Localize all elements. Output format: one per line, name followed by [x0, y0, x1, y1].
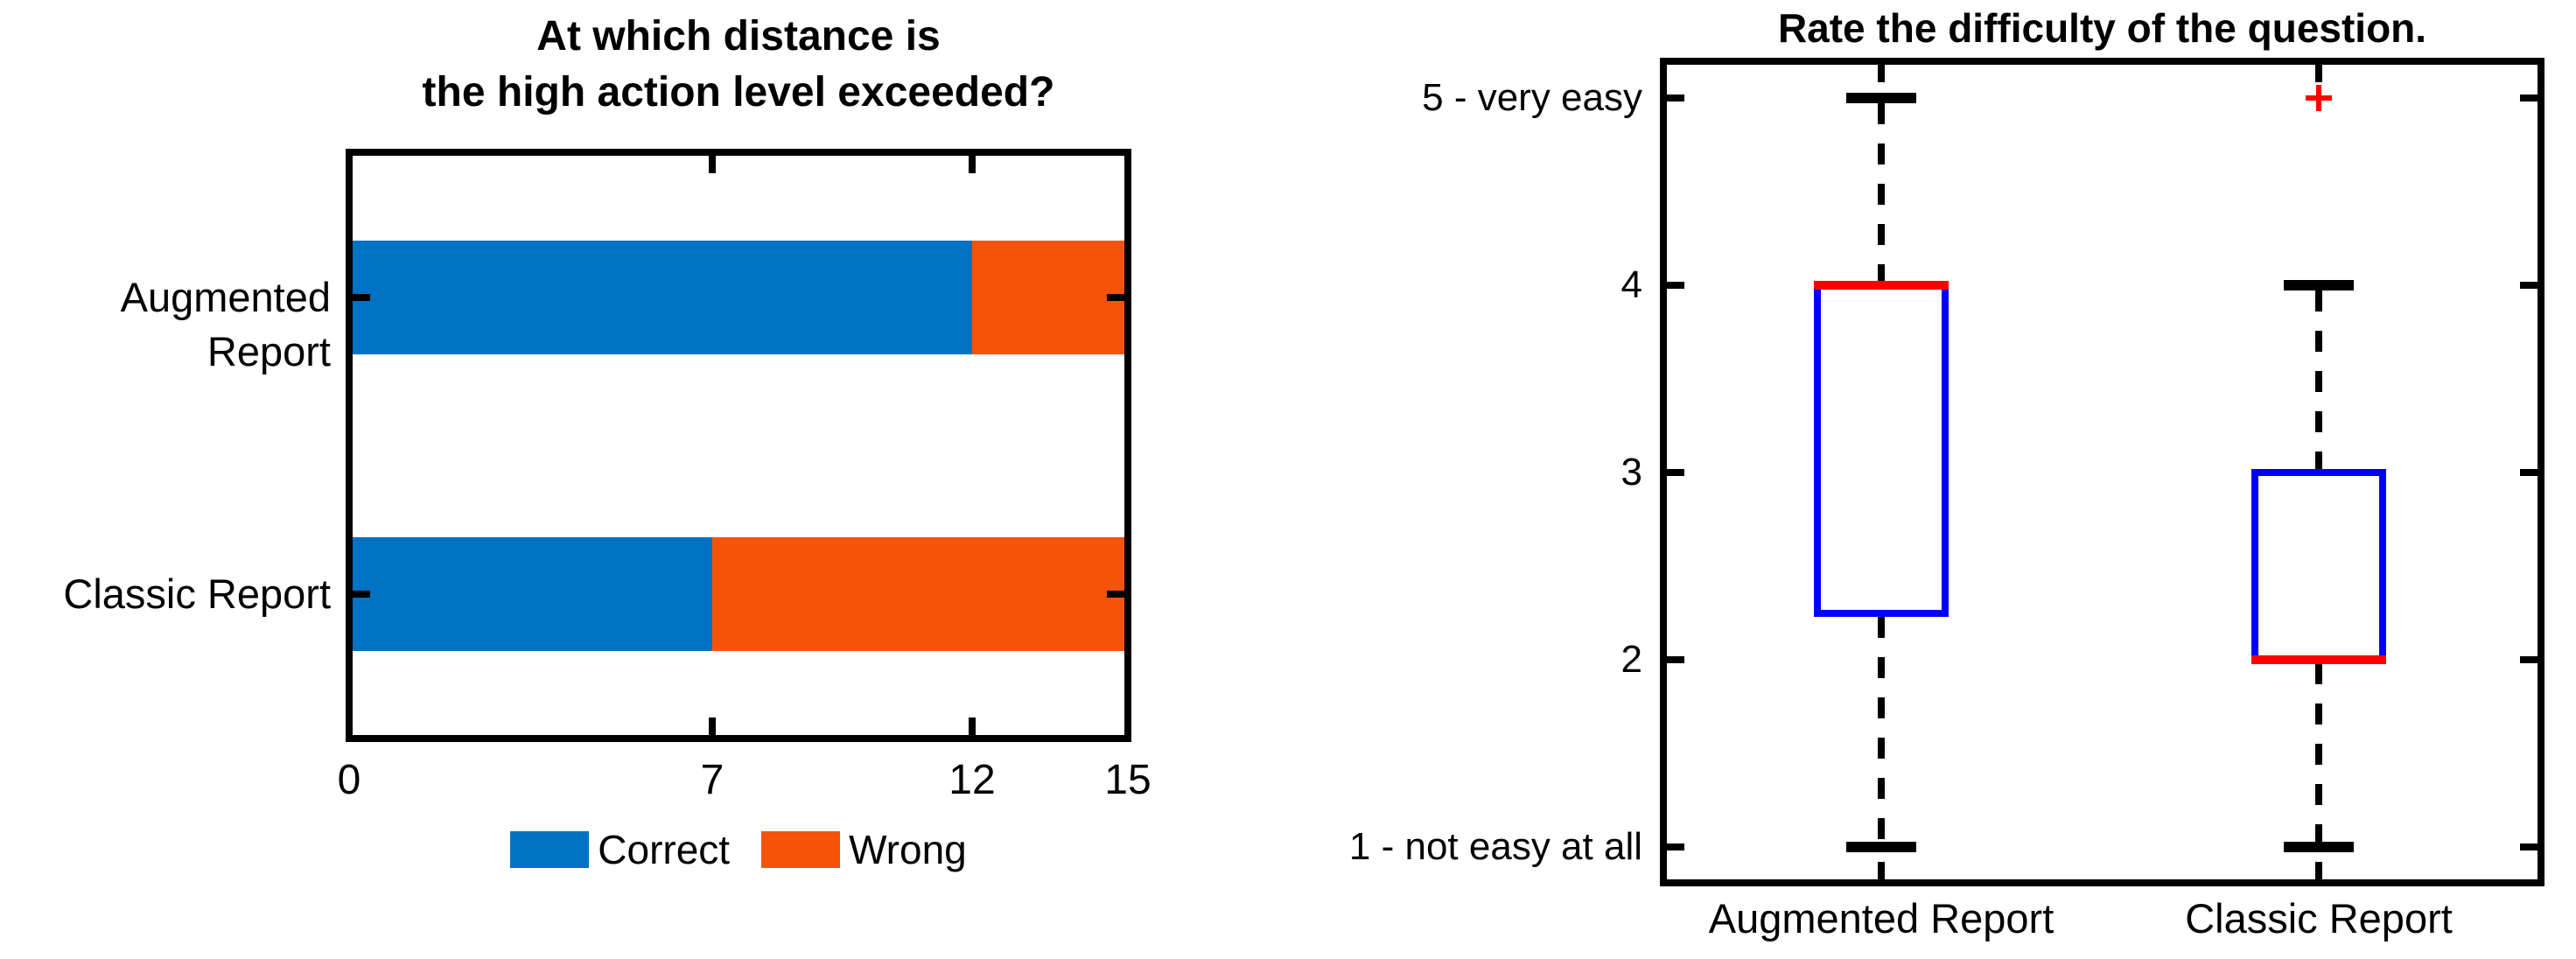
bar-plot-area [346, 149, 1131, 742]
bar-category-label-1: Augmented Report [120, 274, 331, 374]
box-whisker-lower-2 [2315, 663, 2322, 842]
box-category-label-2: Classic Report [2185, 895, 2453, 942]
box-iqr-2 [2251, 469, 2386, 663]
box-xtick-top [1878, 65, 1885, 82]
box-whisker-upper-1 [1878, 103, 1885, 282]
box-outlier-plus-v-2 [2316, 85, 2321, 111]
bar-chart-title-line2: the high action level exceeded? [422, 69, 1055, 116]
bar-ytick-right [1107, 294, 1124, 301]
bar-xtick-bottom [346, 718, 353, 735]
box-ytick-right [2520, 844, 2538, 850]
bar-segment-correct-2 [353, 537, 712, 651]
bar-chart-title: At which distance is the high action lev… [346, 9, 1131, 121]
bar-xtick-top [709, 156, 716, 173]
box-plot-title: Rate the difficulty of the question. [1777, 5, 2427, 51]
box-ytick-left [1667, 844, 1684, 850]
bar-xtick-top [969, 156, 976, 173]
box-ytick-label-4: 4 [1620, 263, 1642, 306]
legend-swatch-correct [510, 831, 590, 868]
box-cap-top-1 [1846, 93, 1916, 103]
box-cap-bottom-1 [1846, 842, 1916, 852]
box-ytick-right [2520, 282, 2538, 289]
box-ytick-right [2520, 469, 2538, 476]
box-median-1 [1814, 281, 1949, 290]
bar-xtick-label-12: 12 [948, 757, 996, 803]
bar-xtick-bottom [969, 718, 976, 735]
box-ytick-left [1667, 282, 1684, 289]
box-whisker-upper-2 [2315, 290, 2322, 469]
legend-label-wrong: Wrong [849, 827, 967, 872]
legend-label-correct: Correct [598, 827, 731, 872]
box-ytick-right [2520, 94, 2538, 102]
box-ytick-left [1667, 94, 1684, 102]
bar-chart-title-line1: At which distance is [536, 13, 941, 60]
box-category-label-1: Augmented Report [1708, 895, 2054, 942]
bar-xtick-top [346, 156, 353, 173]
box-ytick-label-5: 5 - very easy [1422, 76, 1642, 119]
box-ytick-label-2: 2 [1620, 638, 1642, 681]
box-ytick-left [1667, 656, 1684, 663]
box-ytick-label-3: 3 [1620, 451, 1642, 494]
box-ytick-label-1: 1 - not easy at all [1348, 825, 1642, 868]
box-ytick-left [1667, 469, 1684, 476]
legend-swatch-wrong [761, 831, 841, 868]
bar-segment-correct-1 [353, 241, 972, 354]
box-cap-top-2 [2284, 280, 2354, 290]
box-cap-bottom-2 [2284, 842, 2354, 852]
bar-xtick-label-0: 0 [337, 757, 361, 803]
box-xtick-bottom [1878, 862, 1885, 879]
bar-xtick-label-15: 15 [1104, 757, 1152, 803]
box-plot-area [1660, 58, 2544, 886]
box-xtick-top [2315, 65, 2322, 82]
bar-xtick-bottom [709, 718, 716, 735]
bar-segment-wrong-1 [972, 241, 1124, 354]
box-ytick-right [2520, 656, 2538, 663]
bar-ytick-left [353, 294, 370, 301]
bar-segment-wrong-2 [712, 537, 1124, 651]
bar-clip-region [353, 156, 1124, 735]
box-whisker-lower-1 [1878, 617, 1885, 843]
box-median-2 [2251, 655, 2386, 664]
bar-xtick-bottom [1124, 718, 1131, 735]
bar-xtick-label-7: 7 [700, 757, 724, 803]
bar-category-label-2: Classic Report [63, 570, 331, 617]
bar-ytick-right [1107, 591, 1124, 598]
box-iqr-1 [1814, 282, 1949, 617]
bar-xtick-top [1124, 156, 1131, 173]
bar-legend: Correct Wrong [346, 830, 1131, 870]
bar-ytick-left [353, 591, 370, 598]
box-xtick-bottom [2315, 862, 2322, 879]
